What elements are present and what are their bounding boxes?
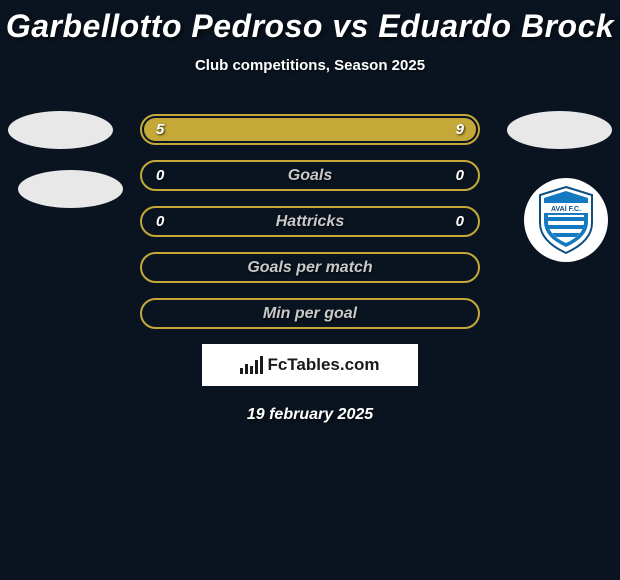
player-right-badge-placeholder xyxy=(507,111,612,149)
stat-bar-matches: 5 Matches 9 xyxy=(140,114,480,145)
stat-bar-hattricks: 0 Hattricks 0 xyxy=(140,206,480,237)
fctables-watermark: FcTables.com xyxy=(202,344,418,386)
club-badge-right: AVAÍ F.C. xyxy=(524,178,608,262)
stat-right-value: 0 xyxy=(456,213,464,230)
stat-label: Goals xyxy=(288,167,332,185)
page-subtitle: Club competitions, Season 2025 xyxy=(0,57,620,74)
stat-row-gpm: Goals per match xyxy=(0,252,620,283)
stat-row-mpg: Min per goal xyxy=(0,298,620,329)
avai-shield-icon: AVAÍ F.C. xyxy=(536,185,596,255)
page-title: Garbellotto Pedroso vs Eduardo Brock xyxy=(0,0,620,45)
stat-bar-gpm: Goals per match xyxy=(140,252,480,283)
stat-left-value: 5 xyxy=(156,121,164,138)
chart-icon xyxy=(240,356,263,374)
stat-label: Min per goal xyxy=(263,305,357,323)
stat-row-matches: 5 Matches 9 xyxy=(0,114,620,145)
player-left-badge-placeholder xyxy=(8,111,113,149)
stat-left-value: 0 xyxy=(156,213,164,230)
stat-label: Goals per match xyxy=(247,259,372,277)
stat-bar-goals: 0 Goals 0 xyxy=(140,160,480,191)
stat-fill-right xyxy=(258,118,476,141)
stat-label: Hattricks xyxy=(276,213,344,231)
player-left-badge-placeholder-2 xyxy=(18,170,123,208)
svg-text:AVAÍ F.C.: AVAÍ F.C. xyxy=(551,204,581,213)
stat-left-value: 0 xyxy=(156,167,164,184)
stat-right-value: 9 xyxy=(456,121,464,138)
date-label: 19 february 2025 xyxy=(0,406,620,424)
stat-right-value: 0 xyxy=(456,167,464,184)
fctables-label: FcTables.com xyxy=(267,355,379,375)
stat-bar-mpg: Min per goal xyxy=(140,298,480,329)
